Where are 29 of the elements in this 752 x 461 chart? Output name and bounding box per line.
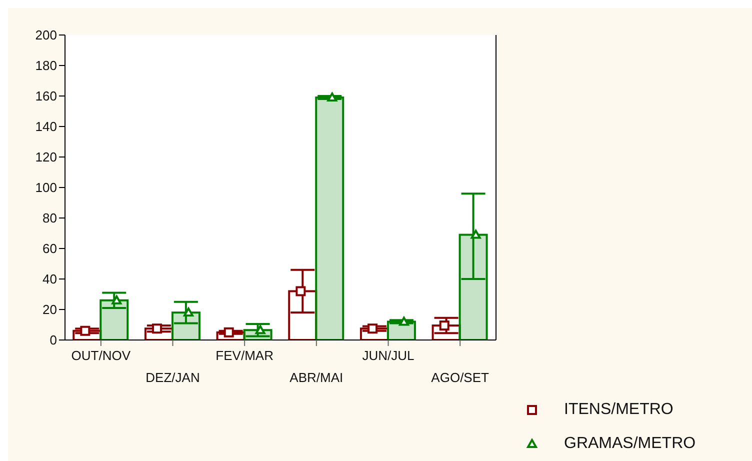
bar	[100, 299, 129, 340]
legend-label: ITENS/METRO	[564, 401, 674, 419]
y-tick-label: 20	[42, 302, 57, 318]
bar	[216, 331, 246, 340]
y-tick-label: 60	[42, 241, 57, 256]
bar	[458, 234, 488, 340]
y-tick-label: 160	[35, 88, 57, 104]
y-tick-label: 200	[35, 28, 57, 43]
y-tick-label: 40	[42, 272, 57, 287]
x-tick-label: DEZ/JAN	[146, 370, 200, 385]
legend-label: GRAMAS/METRO	[564, 435, 696, 453]
bar	[72, 330, 102, 340]
bar	[288, 290, 318, 340]
bar	[315, 96, 344, 340]
y-tick-label: 0	[50, 332, 57, 348]
y-tick-label: 100	[35, 180, 57, 196]
bar	[144, 328, 174, 340]
bar	[171, 312, 200, 340]
x-tick-label: AGO/SET	[431, 370, 490, 385]
x-tick-label: FEV/MAR	[216, 348, 274, 363]
x-tick-label: JUN/JUL	[362, 348, 414, 363]
x-tick-label: ABR/MAI	[290, 370, 344, 385]
y-tick-label: 120	[35, 150, 57, 165]
bar	[360, 328, 389, 340]
y-tick-label: 180	[35, 58, 57, 74]
x-tick-label: OUT/NOV	[71, 348, 131, 363]
y-tick-label: 140	[35, 119, 57, 134]
bar	[432, 324, 461, 340]
y-tick-label: 80	[42, 210, 57, 226]
